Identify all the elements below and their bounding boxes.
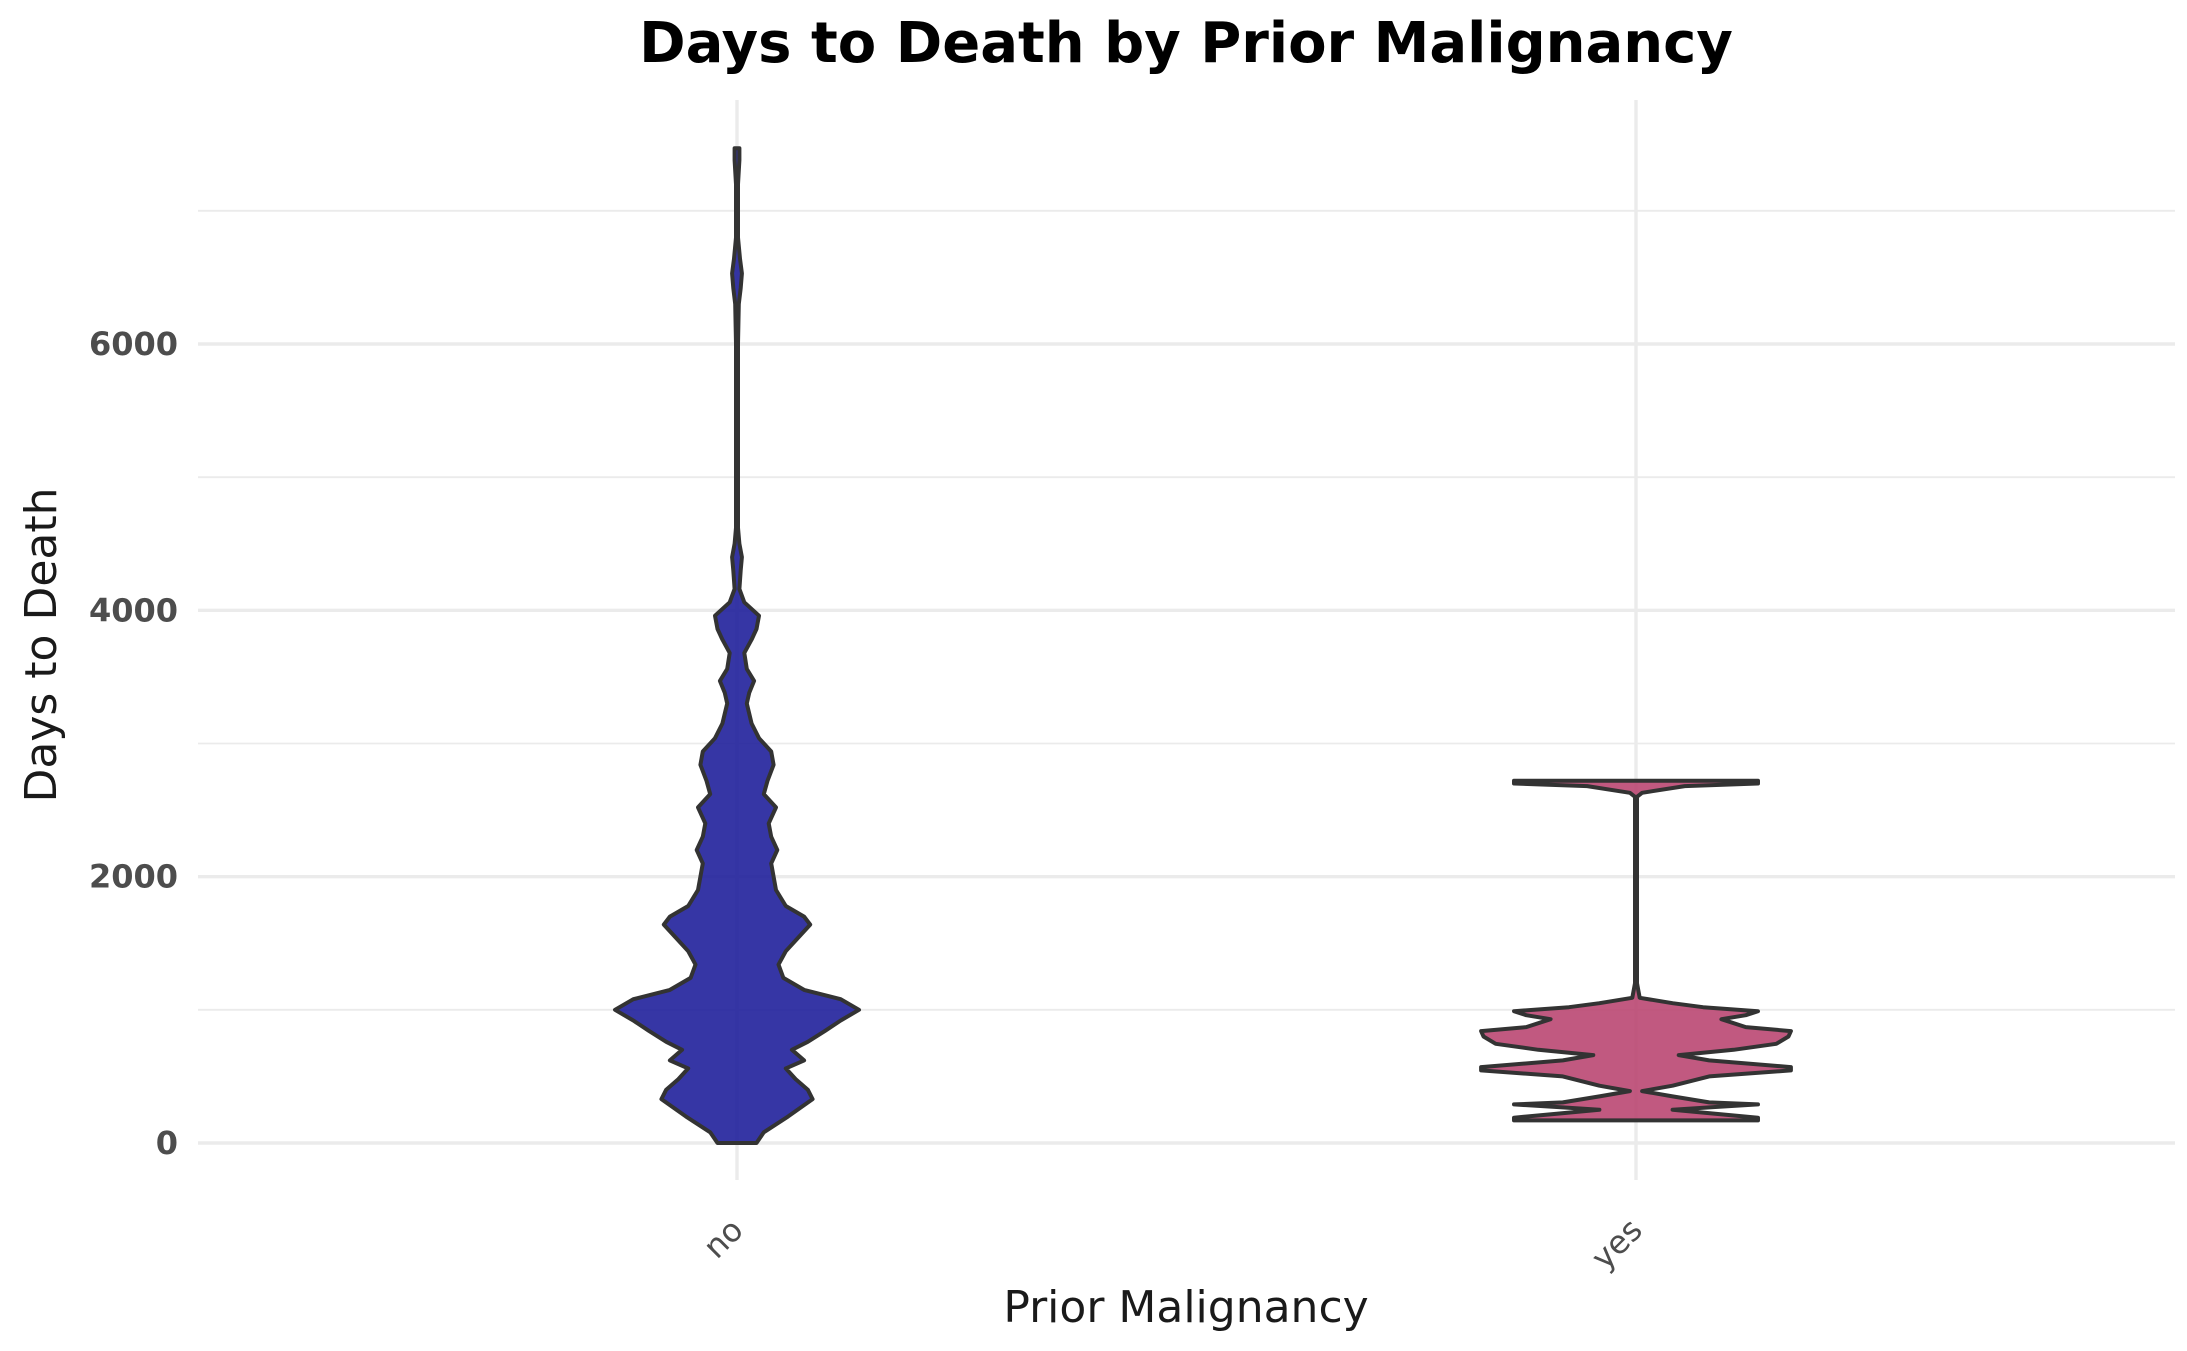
y-tick-label: 6000 xyxy=(89,325,178,363)
violin-no xyxy=(613,146,861,1145)
y-tick-label: 2000 xyxy=(89,858,178,896)
grid xyxy=(198,100,2175,1180)
y-tick-label: 4000 xyxy=(89,591,178,629)
y-tick-label: 0 xyxy=(156,1124,178,1162)
y-axis-title: Days to Death xyxy=(16,487,67,802)
y-tick-labels: 0 2000 4000 6000 xyxy=(89,325,178,1162)
violins xyxy=(613,146,1793,1145)
x-tick-labels: no yes xyxy=(696,1211,1650,1277)
violin-yes xyxy=(1479,778,1793,1123)
x-tick-label-yes: yes xyxy=(1584,1211,1650,1277)
x-tick-label-no: no xyxy=(696,1211,751,1266)
x-axis-title: Prior Malignancy xyxy=(1003,1282,1368,1333)
chart-title: Days to Death by Prior Malignancy xyxy=(639,11,1733,76)
